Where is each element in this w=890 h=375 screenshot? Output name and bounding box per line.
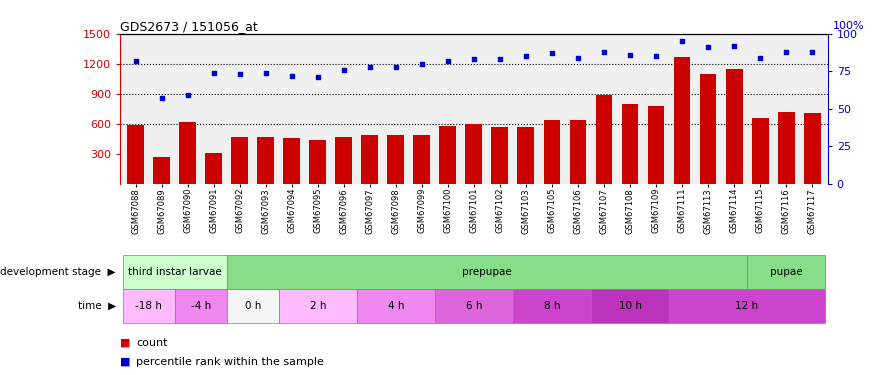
Bar: [591, 289, 669, 322]
Point: [753, 55, 767, 61]
Text: 12 h: 12 h: [735, 301, 758, 310]
Bar: [279, 289, 357, 322]
Bar: [804, 113, 821, 184]
Text: 6 h: 6 h: [465, 301, 482, 310]
Point: [441, 58, 455, 64]
Bar: [648, 106, 665, 184]
Bar: [440, 126, 457, 184]
Bar: [174, 289, 227, 322]
Bar: [414, 135, 431, 184]
Point: [545, 50, 559, 56]
Point: [363, 64, 377, 70]
Bar: [544, 120, 561, 184]
Text: 0 h: 0 h: [245, 301, 261, 310]
Bar: [778, 112, 795, 184]
Point: [649, 53, 663, 59]
Point: [311, 74, 325, 80]
Point: [493, 56, 507, 62]
Bar: [153, 157, 170, 184]
Bar: [127, 125, 144, 184]
Point: [181, 92, 195, 98]
Text: ■: ■: [120, 357, 131, 367]
Point: [155, 95, 169, 101]
Bar: [570, 120, 587, 184]
Point: [779, 49, 793, 55]
Bar: [435, 289, 513, 322]
Text: 2 h: 2 h: [310, 301, 326, 310]
Point: [519, 53, 533, 59]
Bar: [621, 104, 638, 184]
Bar: [361, 135, 378, 184]
Text: GDS2673 / 151056_at: GDS2673 / 151056_at: [120, 20, 258, 33]
Text: development stage  ▶: development stage ▶: [0, 267, 116, 277]
Text: 8 h: 8 h: [544, 301, 560, 310]
Bar: [747, 255, 825, 289]
Point: [389, 64, 403, 70]
Text: 10 h: 10 h: [619, 301, 642, 310]
Bar: [725, 69, 742, 184]
Bar: [387, 135, 404, 184]
Point: [336, 67, 351, 73]
Bar: [357, 289, 435, 322]
Point: [232, 71, 247, 77]
Point: [805, 49, 819, 55]
Text: time  ▶: time ▶: [77, 301, 116, 310]
Text: 100%: 100%: [833, 21, 865, 31]
Text: count: count: [136, 338, 167, 348]
Text: pupae: pupae: [770, 267, 803, 277]
Bar: [674, 57, 691, 184]
Point: [597, 49, 611, 55]
Point: [623, 52, 637, 58]
Bar: [669, 289, 825, 322]
Bar: [227, 255, 747, 289]
Bar: [595, 95, 612, 184]
Point: [570, 55, 585, 61]
Point: [129, 58, 143, 64]
Point: [467, 56, 481, 62]
Bar: [257, 137, 274, 184]
Bar: [231, 137, 248, 184]
Bar: [491, 127, 508, 184]
Bar: [465, 124, 482, 184]
Bar: [513, 289, 591, 322]
Bar: [206, 153, 222, 184]
Bar: [336, 137, 352, 184]
Bar: [517, 127, 534, 184]
Text: -4 h: -4 h: [190, 301, 211, 310]
Point: [285, 73, 299, 79]
Text: third instar larvae: third instar larvae: [128, 267, 222, 277]
Bar: [123, 255, 227, 289]
Point: [701, 44, 716, 50]
Bar: [752, 118, 769, 184]
Bar: [123, 289, 174, 322]
Point: [727, 43, 741, 49]
Point: [259, 70, 273, 76]
Point: [675, 38, 689, 44]
Point: [206, 70, 221, 76]
Text: ■: ■: [120, 338, 131, 348]
Bar: [310, 140, 327, 184]
Bar: [283, 138, 300, 184]
Text: -18 h: -18 h: [135, 301, 162, 310]
Text: 4 h: 4 h: [388, 301, 404, 310]
Bar: [179, 122, 196, 184]
Bar: [227, 289, 279, 322]
Bar: [700, 74, 716, 184]
Text: percentile rank within the sample: percentile rank within the sample: [136, 357, 324, 367]
Point: [415, 61, 429, 67]
Text: prepupae: prepupae: [462, 267, 512, 277]
